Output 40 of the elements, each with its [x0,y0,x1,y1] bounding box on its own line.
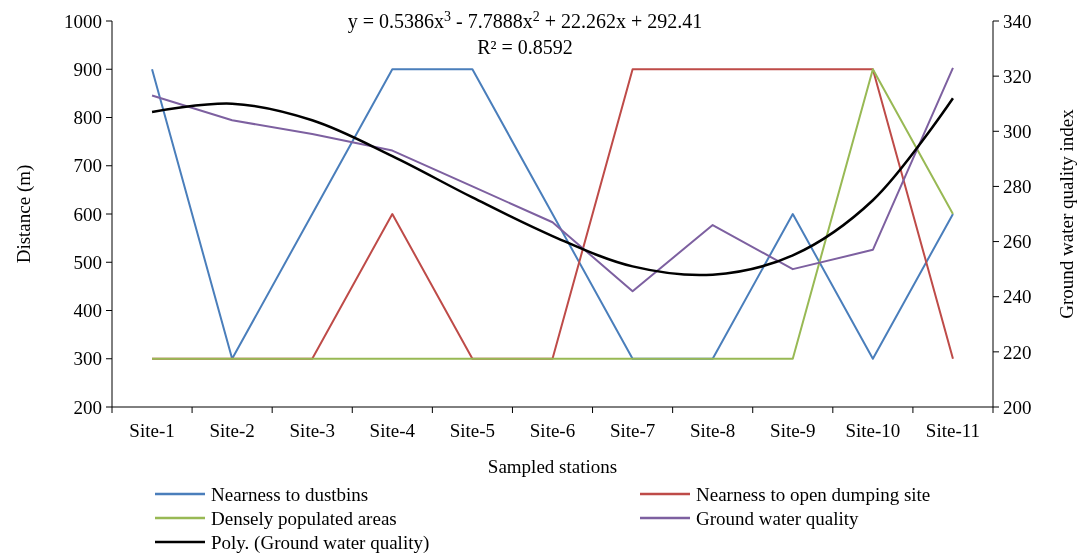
x-tick-label: Site-3 [289,420,335,441]
legend-label: Densely populated areas [211,507,397,529]
y2-tick-label: 280 [1003,176,1032,198]
y-tick-label: 200 [73,396,102,418]
x-tick-label: Site-10 [845,420,901,441]
y-tick-label: 300 [73,348,102,370]
x-tick-label: Site-7 [609,420,656,441]
y2-tick-label: 200 [1003,396,1032,418]
y-tick-label: 900 [73,58,102,80]
legend-label: Nearness to dustbins [211,483,369,505]
annotation: y = 0.5386x$^{3}$ - 7.7888x$^{2}$ + 22.262x + 292.41 [347,8,703,33]
line-series [150,96,955,277]
legend-label: Ground water quality [696,507,860,529]
y2-tick-label: 320 [1003,65,1032,87]
x-tick-label: Site-6 [529,420,576,441]
y-tick-label: 1000 [64,10,102,32]
x-tick-label: Site-11 [925,420,981,441]
line-series [151,66,954,293]
x-tick-label: Site-4 [369,420,416,441]
x-tick-label: Site-8 [689,420,736,441]
x-tick-label: Site-9 [770,420,816,441]
x-axis-title: Sampled stations [487,456,618,477]
y2-tick-label: 240 [1003,286,1032,308]
y-tick-label: 700 [73,155,102,177]
legend-label: Poly. (Ground water quality) [211,531,430,554]
y2-tick-label: 260 [1003,231,1032,253]
y2-tick-label: 340 [1003,10,1032,32]
y2-axis-title: Ground water quality index [1056,108,1077,319]
y2-tick-label: 300 [1003,120,1032,142]
y-tick-label: 500 [73,251,102,273]
y2-tick-label: 220 [1003,341,1032,363]
x-tick-label: Site-2 [209,420,255,441]
y-tick-label: 800 [73,107,102,129]
x-tick-label: Site-5 [449,420,496,441]
annotation: R² = 0.8592 [477,36,573,58]
y-tick-label: 400 [73,300,102,322]
y-axis-title: Distance (m) [13,164,35,264]
x-tick-label: Site-1 [129,420,175,441]
legend-label: Nearness to open dumping site [696,483,931,505]
y-tick-label: 600 [73,203,102,225]
